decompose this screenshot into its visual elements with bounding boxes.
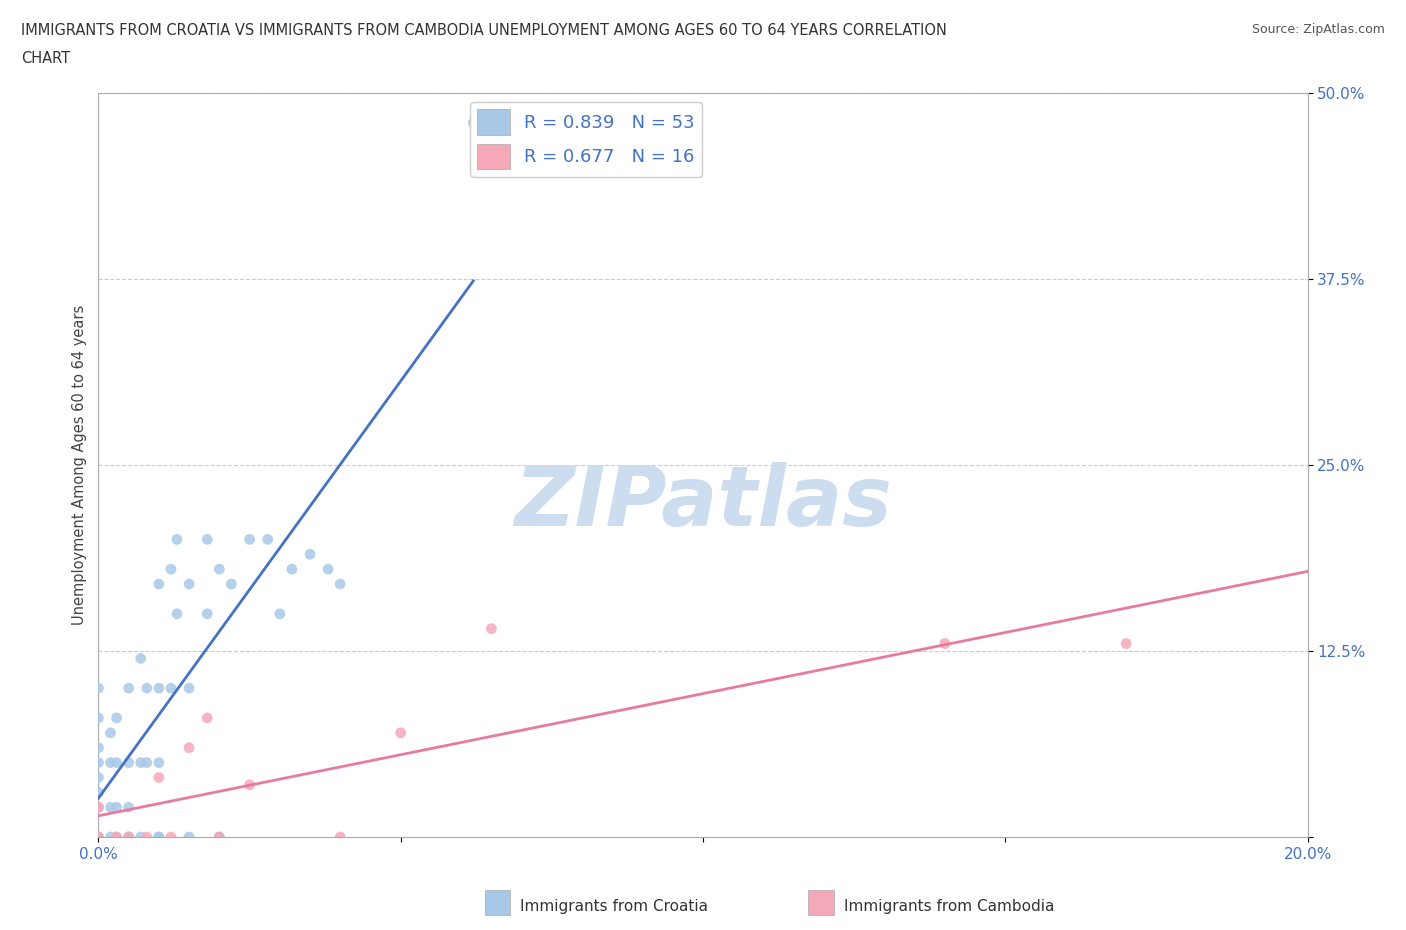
Point: [87, 830, 110, 844]
Point: [118, 681, 141, 696]
Point: [239, 777, 262, 792]
Point: [269, 606, 291, 621]
Point: [481, 621, 503, 636]
Point: [148, 770, 170, 785]
Point: [148, 830, 170, 844]
Text: CHART: CHART: [21, 51, 70, 66]
Point: [177, 830, 201, 844]
Text: IMMIGRANTS FROM CROATIA VS IMMIGRANTS FROM CAMBODIA UNEMPLOYMENT AMONG AGES 60 T: IMMIGRANTS FROM CROATIA VS IMMIGRANTS FR…: [21, 23, 948, 38]
Point: [118, 830, 141, 844]
Point: [135, 681, 157, 696]
Point: [208, 562, 231, 577]
Point: [100, 755, 122, 770]
Point: [148, 755, 170, 770]
Point: [316, 562, 339, 577]
Point: [87, 755, 110, 770]
Point: [160, 830, 183, 844]
Point: [118, 830, 141, 844]
Point: [87, 681, 110, 696]
Point: [166, 606, 188, 621]
Point: [195, 606, 218, 621]
Text: Source: ZipAtlas.com: Source: ZipAtlas.com: [1251, 23, 1385, 36]
Point: [100, 800, 122, 815]
Point: [148, 681, 170, 696]
Point: [105, 830, 128, 844]
Point: [100, 830, 122, 844]
Point: [148, 577, 170, 591]
Point: [195, 532, 218, 547]
Text: Immigrants from Cambodia: Immigrants from Cambodia: [844, 899, 1054, 914]
Point: [160, 562, 183, 577]
Point: [129, 755, 152, 770]
Text: Immigrants from Croatia: Immigrants from Croatia: [520, 899, 709, 914]
Point: [208, 830, 231, 844]
Point: [105, 800, 128, 815]
Point: [87, 800, 110, 815]
Point: [177, 577, 201, 591]
Point: [118, 830, 141, 844]
Point: [87, 770, 110, 785]
Point: [87, 711, 110, 725]
Point: [463, 115, 485, 130]
Point: [1115, 636, 1137, 651]
Point: [118, 800, 141, 815]
Legend: R = 0.839   N = 53, R = 0.677   N = 16: R = 0.839 N = 53, R = 0.677 N = 16: [470, 102, 702, 177]
Point: [195, 711, 218, 725]
Point: [148, 830, 170, 844]
Point: [934, 636, 956, 651]
Point: [389, 725, 412, 740]
Point: [208, 830, 231, 844]
Text: ZIPatlas: ZIPatlas: [515, 461, 891, 543]
Point: [177, 740, 201, 755]
Point: [105, 755, 128, 770]
Point: [135, 830, 157, 844]
Point: [177, 681, 201, 696]
Point: [239, 532, 262, 547]
Point: [221, 577, 243, 591]
Point: [87, 740, 110, 755]
Point: [87, 830, 110, 844]
Point: [160, 681, 183, 696]
Point: [87, 830, 110, 844]
Y-axis label: Unemployment Among Ages 60 to 64 years: Unemployment Among Ages 60 to 64 years: [72, 305, 87, 625]
Point: [87, 800, 110, 815]
Point: [329, 577, 352, 591]
Point: [329, 830, 352, 844]
Point: [87, 785, 110, 800]
Point: [118, 755, 141, 770]
Point: [129, 651, 152, 666]
Point: [105, 830, 128, 844]
Point: [256, 532, 278, 547]
Point: [100, 725, 122, 740]
Point: [281, 562, 304, 577]
Point: [105, 711, 128, 725]
Point: [135, 755, 157, 770]
Point: [166, 532, 188, 547]
Point: [129, 830, 152, 844]
Point: [299, 547, 322, 562]
Point: [87, 830, 110, 844]
